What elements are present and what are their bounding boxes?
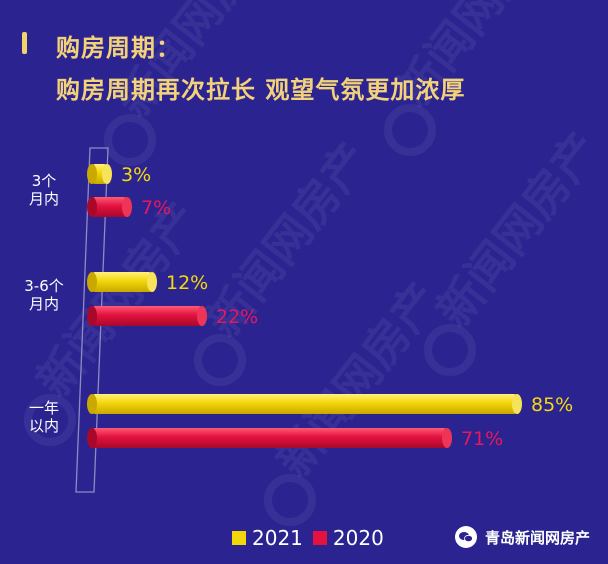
bar-cap-2020-2 bbox=[442, 428, 452, 448]
watermark-logo-2 bbox=[24, 394, 76, 446]
watermark-logo-3 bbox=[194, 334, 246, 386]
legend-item-2021: 2021 bbox=[232, 526, 303, 550]
legend-label-2020: 2020 bbox=[332, 526, 384, 550]
bar-body-2021-1 bbox=[92, 272, 152, 292]
bar-base-2021-1 bbox=[87, 272, 97, 292]
category-label-1-1: 月内 bbox=[29, 295, 59, 313]
watermark-logo-0 bbox=[104, 114, 156, 166]
chart-subtitle: 购房周期再次拉长 观望气氛更加浓厚 bbox=[56, 76, 466, 104]
chart-title: 购房周期： bbox=[56, 34, 181, 62]
data-label-2020-1: 22% bbox=[216, 306, 258, 328]
bar-base-2020-2 bbox=[87, 428, 97, 448]
bar-cap-2021-1 bbox=[147, 272, 157, 292]
bar-body-2020-2 bbox=[92, 428, 447, 448]
bar-base-2021-2 bbox=[87, 394, 97, 414]
watermark-text-4: 新闻网房产 bbox=[426, 122, 608, 336]
bar-base-2020-0 bbox=[87, 197, 97, 217]
title-accent-bar bbox=[22, 32, 27, 54]
category-label-0-0: 3个 bbox=[32, 172, 57, 190]
brand-badge: 青岛新闻网房产 bbox=[455, 526, 590, 548]
data-label-2021-1: 12% bbox=[166, 272, 208, 294]
bar-body-2020-0 bbox=[92, 197, 127, 217]
legend-swatch-2020 bbox=[312, 531, 327, 545]
category-label-2-0: 一年 bbox=[29, 399, 59, 417]
legend-label-2021: 2021 bbox=[252, 526, 303, 550]
data-label-2020-0: 7% bbox=[141, 197, 171, 219]
watermark-text-5: 新闻网房产 bbox=[266, 272, 450, 486]
bar-body-2021-2 bbox=[92, 394, 517, 414]
bar-2020-2 bbox=[87, 428, 452, 448]
wechat-icon bbox=[455, 526, 477, 548]
data-label-2021-0: 3% bbox=[121, 164, 151, 186]
bar-2021-2 bbox=[87, 394, 522, 414]
bar-cap-2021-2 bbox=[512, 394, 522, 414]
legend: 2021 2020 bbox=[232, 526, 384, 550]
data-label-2020-2: 71% bbox=[461, 428, 503, 450]
axis-parallelogram bbox=[75, 147, 109, 493]
watermark-logo-4 bbox=[424, 324, 476, 376]
bar-2020-1 bbox=[87, 306, 207, 326]
bar-cap-2021-0 bbox=[102, 164, 112, 184]
bar-base-2021-0 bbox=[87, 164, 97, 184]
bar-2021-0 bbox=[87, 164, 112, 184]
bar-body-2020-1 bbox=[92, 306, 202, 326]
brand-label: 青岛新闻网房产 bbox=[485, 528, 591, 547]
watermark-logo-1 bbox=[384, 104, 436, 156]
legend-item-2020: 2020 bbox=[312, 526, 384, 550]
bar-base-2020-1 bbox=[87, 306, 97, 326]
legend-swatch-2021 bbox=[232, 531, 246, 545]
bar-cap-2020-0 bbox=[122, 197, 132, 217]
bar-cap-2020-1 bbox=[197, 306, 207, 326]
bar-2020-0 bbox=[87, 197, 132, 217]
bar-2021-1 bbox=[87, 272, 157, 292]
category-label-2-1: 以内 bbox=[29, 417, 59, 435]
category-label-1-0: 3-6个 bbox=[24, 277, 64, 295]
category-label-0-1: 月内 bbox=[29, 190, 59, 208]
watermark-logo-5 bbox=[264, 474, 316, 526]
watermark-text-0: 新闻网房产 bbox=[106, 0, 290, 127]
data-label-2021-2: 85% bbox=[531, 394, 573, 416]
